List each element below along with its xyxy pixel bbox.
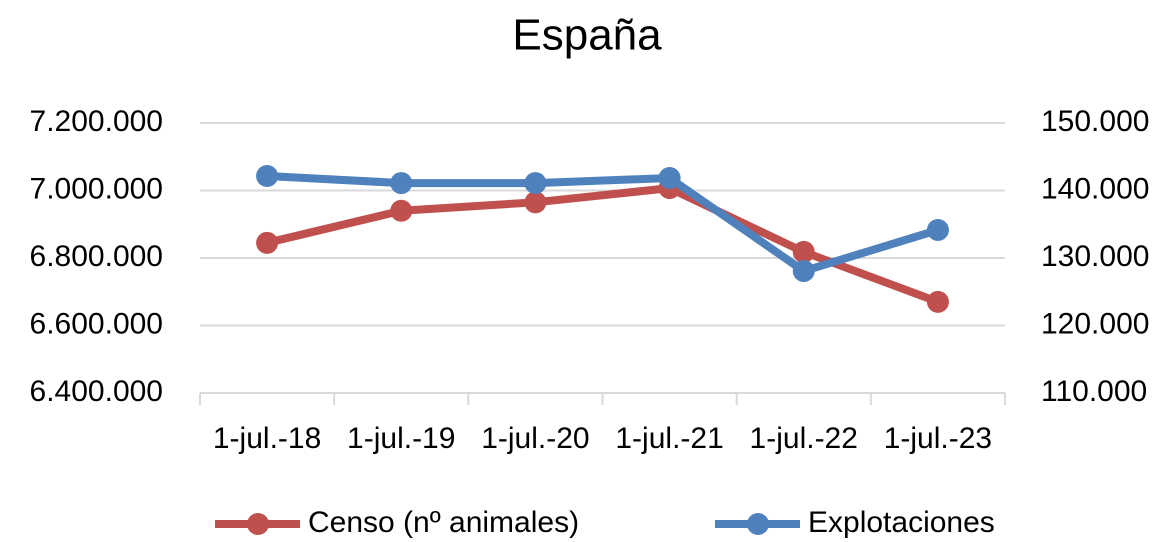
- data-point: [524, 172, 547, 195]
- y-tick-label: 6.800.000: [30, 240, 163, 273]
- x-tick-label: 1-jul.-20: [481, 422, 589, 455]
- y-tick-label: 6.600.000: [30, 307, 163, 340]
- y2-tick-label: 150.000: [1041, 105, 1149, 138]
- data-point: [792, 260, 815, 283]
- x-tick-label: 1-jul.-21: [615, 422, 723, 455]
- series-line: [266, 171, 940, 276]
- data-point: [926, 218, 949, 241]
- data-point: [256, 164, 279, 187]
- series-line: [266, 184, 940, 306]
- data-point: [792, 240, 815, 263]
- x-tick-label: 1-jul.-18: [213, 422, 321, 455]
- y2-tick-label: 110.000: [1041, 375, 1147, 408]
- y-tick-label: 7.200.000: [30, 105, 163, 138]
- x-tick-label: 1-jul.-19: [347, 422, 455, 455]
- data-point: [658, 167, 681, 190]
- chart-title: España: [512, 11, 662, 60]
- data-point: [256, 231, 279, 254]
- data-point: [926, 290, 949, 313]
- x-tick-label: 1-jul.-23: [884, 422, 992, 455]
- y-tick-label: 7.000.000: [30, 172, 163, 205]
- legend-label: Explotaciones: [808, 506, 995, 539]
- legend-marker: [747, 513, 769, 535]
- x-tick-label: 1-jul.-22: [750, 422, 858, 455]
- data-point: [390, 172, 413, 195]
- data-point: [390, 199, 413, 222]
- y2-tick-label: 130.000: [1041, 240, 1149, 273]
- y-tick-label: 6.400.000: [30, 375, 163, 408]
- y2-tick-label: 120.000: [1041, 307, 1149, 340]
- legend-marker: [247, 513, 269, 535]
- data-point: [524, 191, 547, 214]
- y2-tick-label: 140.000: [1041, 172, 1149, 205]
- legend-label: Censo (nº animales): [308, 506, 579, 539]
